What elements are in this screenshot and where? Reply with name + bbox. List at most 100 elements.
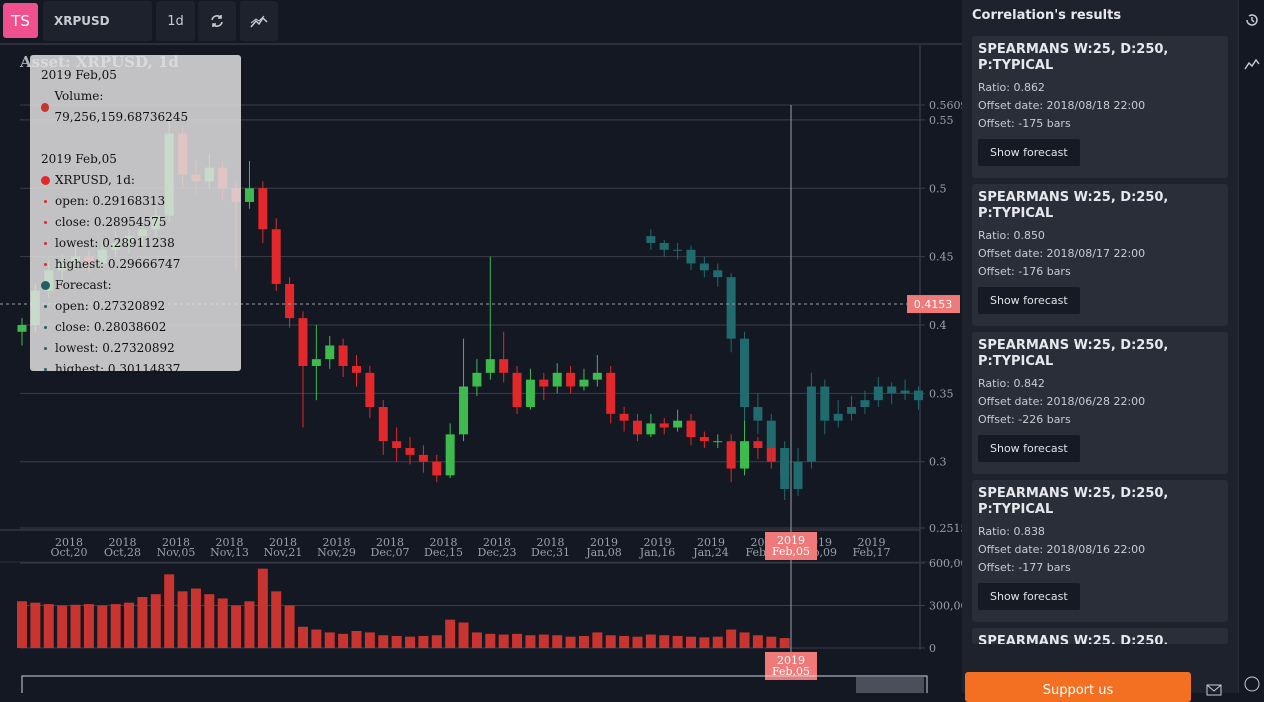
x-tick-label: 2018 — [483, 536, 511, 549]
history-icon[interactable] — [1244, 12, 1260, 28]
volume-bar — [97, 605, 108, 648]
candle-body — [673, 249, 683, 251]
tooltip-row: close: 0.28038602 — [41, 317, 230, 338]
crosshair-badge — [765, 652, 817, 680]
card: SPEARMANS W:25, D:250, — [972, 628, 1228, 644]
volume-bar — [512, 633, 523, 648]
dot — [44, 200, 47, 203]
x-tick-label: 2018 — [323, 536, 351, 549]
volume-bar — [137, 597, 148, 648]
dot — [44, 326, 47, 329]
volume-bar — [257, 568, 268, 648]
x-tick-label: 2019 — [590, 536, 618, 549]
tooltip-value: lowest: 0.27320892 — [55, 341, 175, 355]
candle-body — [726, 441, 736, 469]
tooltip-forecast: Forecast: — [55, 278, 112, 292]
x-tick-label: Nov,05 — [157, 546, 196, 559]
volume-bar — [177, 591, 188, 648]
volume-bar — [565, 636, 576, 648]
indicator-icon — [250, 15, 268, 28]
volume-bar — [311, 629, 322, 648]
candle-body — [646, 423, 656, 435]
volume-bar — [726, 629, 737, 648]
volume-bar — [110, 604, 121, 648]
x-tick-label: Nov,29 — [317, 546, 356, 559]
x-tick-label: 2018 — [376, 536, 404, 549]
candle-body — [392, 441, 402, 449]
crosshair-label: 2019 — [777, 534, 805, 547]
volume-bar — [431, 635, 442, 648]
show-forecast-button[interactable]: Show forecast — [978, 435, 1080, 462]
x-tick-label: Jan,16 — [639, 546, 676, 559]
support-button[interactable]: Support us — [965, 672, 1191, 702]
volume-bar — [271, 591, 282, 648]
refresh-button[interactable] — [198, 1, 236, 41]
card-offset: Offset: -226 bars — [978, 413, 1071, 426]
indicator-button[interactable] — [240, 1, 278, 41]
logo[interactable]: TS — [3, 3, 38, 38]
show-forecast-button[interactable]: Show forecast — [978, 287, 1080, 314]
volume-bar — [124, 602, 135, 648]
candle-body — [913, 390, 923, 401]
candle-body — [686, 249, 696, 264]
volume-bar — [686, 636, 696, 648]
x-tick-label: 2018 — [162, 536, 190, 549]
show-forecast-button[interactable]: Show forecast — [978, 583, 1080, 610]
x-tick-label: Oct,20 — [50, 546, 87, 559]
candle-body — [726, 277, 736, 339]
volume-bar — [712, 636, 723, 648]
volume-bar — [204, 594, 215, 648]
card: SPEARMANS W:25, D:250, P:TYPICAL Ratio: 0… — [972, 480, 1228, 622]
candle-body — [740, 441, 750, 469]
candle-body — [619, 413, 629, 421]
volume-bar — [30, 602, 41, 648]
candle-body — [646, 236, 656, 243]
candle-body — [686, 420, 696, 438]
volume-tick-label: 300,000 — [929, 600, 962, 613]
price-label: 0.4153 — [914, 298, 953, 311]
y-tick-label: 0.55 — [929, 114, 954, 127]
indicator-icon[interactable] — [1244, 56, 1260, 72]
volume-bar — [217, 598, 228, 648]
crosshair-badge — [765, 532, 817, 560]
volume-bar — [405, 636, 416, 648]
dot — [44, 305, 47, 308]
candle-body — [860, 400, 870, 408]
card-title: SPEARMANS W:25, D:250, P:TYPICAL — [978, 486, 1169, 517]
candle-body — [793, 461, 803, 490]
volume-bar — [70, 604, 81, 648]
mail-icon[interactable] — [1206, 684, 1222, 696]
tooltip-value: open: 0.29168313 — [55, 194, 166, 208]
card-offset: Offset: -176 bars — [978, 265, 1071, 278]
volume-bar — [498, 634, 509, 648]
x-tick-label: Jan,08 — [585, 546, 622, 559]
candle-body — [673, 420, 683, 428]
card-ratio: Ratio: 0.862 — [978, 81, 1045, 94]
volume-bar — [190, 588, 201, 648]
candle-body — [271, 229, 281, 284]
interval-button[interactable]: 1d — [156, 1, 195, 41]
card: SPEARMANS W:25, D:250, P:TYPICAL Ratio: 0… — [972, 36, 1228, 178]
dot — [44, 368, 47, 371]
candle-body — [405, 448, 415, 455]
candle-body — [525, 379, 535, 408]
candle-body — [887, 386, 897, 394]
volume-bar — [779, 638, 790, 648]
y-tick-label: 0.4 — [929, 319, 947, 332]
x-tick-label: 2019 — [697, 536, 725, 549]
card-ratio: Ratio: 0.850 — [978, 229, 1045, 242]
dot — [41, 281, 50, 290]
volume-bar — [164, 574, 175, 648]
help-icon[interactable] — [1244, 676, 1260, 692]
candle-body — [512, 372, 522, 408]
symbol-button[interactable]: XRPUSD — [43, 1, 152, 41]
candle-body — [780, 448, 790, 490]
candle-body — [552, 372, 562, 387]
card-date: Offset date: 2018/08/16 22:00 — [978, 543, 1146, 556]
candle-body — [365, 372, 375, 408]
card-date: Offset date: 2018/08/17 22:00 — [978, 247, 1146, 260]
show-forecast-button[interactable]: Show forecast — [978, 139, 1080, 166]
tooltip-row: close: 0.28954575 — [41, 212, 230, 233]
volume-bar — [659, 635, 670, 648]
